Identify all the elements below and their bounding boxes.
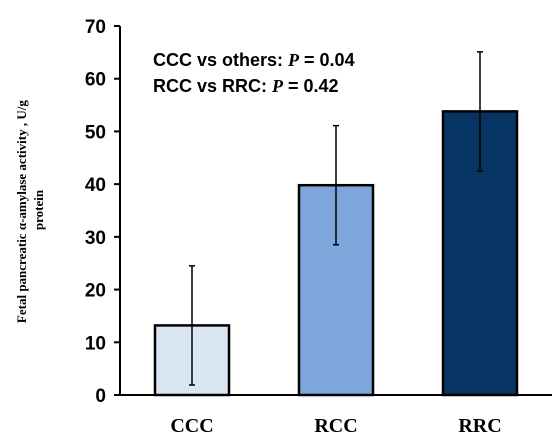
y-tick-label: 70 <box>85 17 106 38</box>
y-axis-label-line-2: protein <box>31 189 46 230</box>
y-tick-label: 0 <box>95 386 106 407</box>
y-tick-label: 50 <box>85 122 106 143</box>
y-tick-label: 10 <box>85 333 106 354</box>
y-axis-label: Fetal pancreatic α-amylase activity , U/… <box>14 97 46 323</box>
y-tick-label: 40 <box>85 175 106 196</box>
annotation-rcc-vs-rrc: RCC vs RRC: P = 0.42 <box>153 76 339 96</box>
x-tick-label-ccc: CCC <box>170 415 213 437</box>
y-tick-label: 20 <box>85 281 106 302</box>
x-axis-categories: CCC RCC RRC <box>170 415 501 437</box>
x-tick-label-rrc: RRC <box>458 415 501 437</box>
y-tick-label: 30 <box>85 228 106 249</box>
annotation-ccc-vs-others: CCC vs others: P = 0.04 <box>153 50 355 70</box>
error-bars <box>189 51 483 386</box>
y-axis-ticks: 0 10 20 30 40 50 60 70 <box>85 17 120 407</box>
y-tick-label: 60 <box>85 70 106 91</box>
y-axis-label-line-1: Fetal pancreatic α-amylase activity , U/… <box>14 100 29 323</box>
x-tick-label-rcc: RCC <box>314 415 357 437</box>
